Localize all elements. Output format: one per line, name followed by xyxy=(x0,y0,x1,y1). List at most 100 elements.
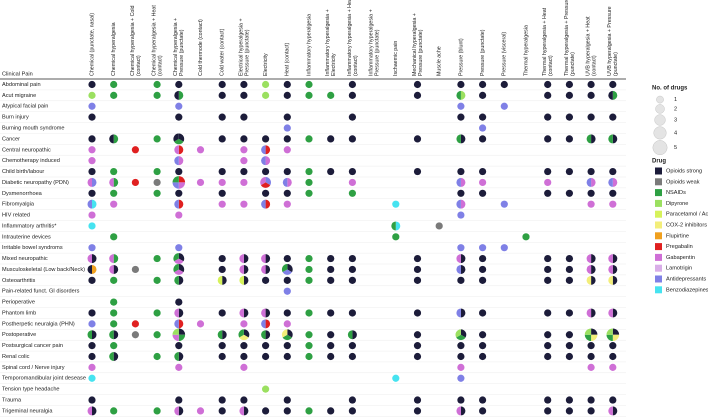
drug-pie-slice xyxy=(88,211,96,219)
drug-pie-slice xyxy=(153,352,161,361)
column-header: Mechanical hyperalgesia + xyxy=(412,13,418,76)
drug-pie-slice xyxy=(153,407,161,415)
row-label: Cancer xyxy=(2,136,20,142)
drug-pie-slice xyxy=(110,80,118,89)
drug-pie-slice xyxy=(265,308,271,318)
drug-pie-slice xyxy=(460,90,466,100)
drug-pie-slice xyxy=(283,396,291,404)
drug-pie-slice xyxy=(239,264,244,274)
drug-pie-slice xyxy=(479,342,487,350)
drug-pie-slice xyxy=(218,254,226,263)
drug-pie-slice xyxy=(261,330,266,340)
drug-pie-slice xyxy=(131,178,139,187)
drug-pie-slice xyxy=(265,145,271,155)
drug-pie-slice xyxy=(109,330,114,340)
drug-legend-label: Opioids weak xyxy=(666,179,700,185)
drug-pie-slice xyxy=(218,352,226,361)
drug-pie-slice xyxy=(262,342,270,350)
drug-pie-slice xyxy=(460,406,466,416)
drug-pie-slice xyxy=(218,189,226,197)
drug-pie-slice xyxy=(544,276,552,284)
drug-pie-slice xyxy=(88,113,96,121)
drug-pie-slice xyxy=(174,406,179,416)
drug-pie-slice xyxy=(456,177,461,187)
size-legend-title: No. of drugs xyxy=(652,86,688,92)
drug-pie-slice xyxy=(131,146,139,154)
drug-pie-slice xyxy=(88,146,96,154)
drug-pie-slice xyxy=(460,199,466,209)
drug-pie-slice xyxy=(455,329,461,338)
drug-pie-slice xyxy=(591,334,598,342)
drug-pie-slice xyxy=(612,406,618,416)
drug-pie-slice xyxy=(456,199,461,209)
drug-pie-slice xyxy=(305,189,313,197)
drug-legend-swatch xyxy=(655,243,662,251)
drug-pie-slice xyxy=(457,211,465,219)
drug-pie-slice xyxy=(175,113,183,121)
drug-pie-slice xyxy=(109,264,114,274)
drug-pie-slice xyxy=(240,352,248,361)
drug-pie-slice xyxy=(88,222,96,230)
drug-legend-label: Dipyrone xyxy=(666,201,688,207)
drug-pie-slice xyxy=(175,102,183,110)
drug-pie-slice xyxy=(565,342,574,350)
drug-pie-slice xyxy=(239,308,244,318)
column-header: (contact) xyxy=(592,55,598,76)
drug-pie-slice xyxy=(348,189,356,197)
drug-pie-slice xyxy=(457,189,465,197)
drug-pie-slice xyxy=(113,352,119,361)
size-legend-label: 5 xyxy=(674,145,677,151)
drug-pie-slice xyxy=(87,199,92,209)
drug-pie-slice xyxy=(87,177,92,187)
drug-pie-slice xyxy=(305,167,313,176)
drug-pie-slice xyxy=(479,113,487,121)
column-header: Pressure (punctate) xyxy=(244,29,250,76)
drug-pie-slice xyxy=(283,320,291,328)
drug-pie-slice xyxy=(88,157,96,165)
drug-pie-slice xyxy=(348,167,356,176)
drug-pie-slice xyxy=(348,135,356,143)
drug-pie-slice xyxy=(153,80,161,89)
drug-pie-slice xyxy=(262,167,270,176)
drug-pie-slice xyxy=(178,275,184,285)
size-legend-circle xyxy=(653,126,667,140)
row-label: Phantom limb xyxy=(2,310,36,316)
drug-pie-slice xyxy=(479,254,487,263)
drug-pie-slice xyxy=(609,352,617,361)
drug-pie-slice xyxy=(586,134,592,144)
drug-pie-slice xyxy=(287,264,293,273)
drug-pie-slice xyxy=(413,167,422,176)
drug-pie-slice xyxy=(305,91,313,99)
drug-pie-slice xyxy=(457,113,465,121)
column-header: Pressure (punctate) xyxy=(375,29,381,76)
row-label: Intrauterine devices xyxy=(2,234,51,240)
drug-pie-slice xyxy=(283,135,291,143)
drug-pie-slice xyxy=(88,102,96,110)
drug-pie-slice xyxy=(544,407,552,415)
drug-pie-slice xyxy=(265,199,271,209)
column-header: Chemical hyperalgesia xyxy=(111,22,117,76)
drug-pie-slice xyxy=(586,308,592,318)
drug-pie-slice xyxy=(174,352,179,361)
drug-pie-slice xyxy=(612,254,618,264)
drug-pie-slice xyxy=(609,113,617,121)
column-header: Electricity xyxy=(331,53,337,76)
drug-pie-slice xyxy=(544,189,552,197)
drug-pie-slice xyxy=(544,265,552,274)
drug-pie-slice xyxy=(305,309,313,317)
drug-pie-slice xyxy=(283,254,291,263)
drug-pie-slice xyxy=(305,331,313,339)
drug-pie-slice xyxy=(565,113,574,121)
drug-pie-slice xyxy=(391,221,396,231)
drug-pie-slice xyxy=(456,90,461,100)
drug-pie-slice xyxy=(305,352,313,361)
row-header: Clinical Pain xyxy=(2,71,33,77)
drug-pie-slice xyxy=(460,134,466,144)
drug-pie-slice xyxy=(587,91,595,99)
drug-pie-slice xyxy=(110,189,118,197)
row-label: Diabetic neuropathy (PDN) xyxy=(2,180,69,186)
drug-pie-slice xyxy=(479,407,487,415)
drug-pie-slice xyxy=(348,396,356,404)
drug-pie-slice xyxy=(243,406,249,416)
drug-pie-slice xyxy=(283,200,291,208)
